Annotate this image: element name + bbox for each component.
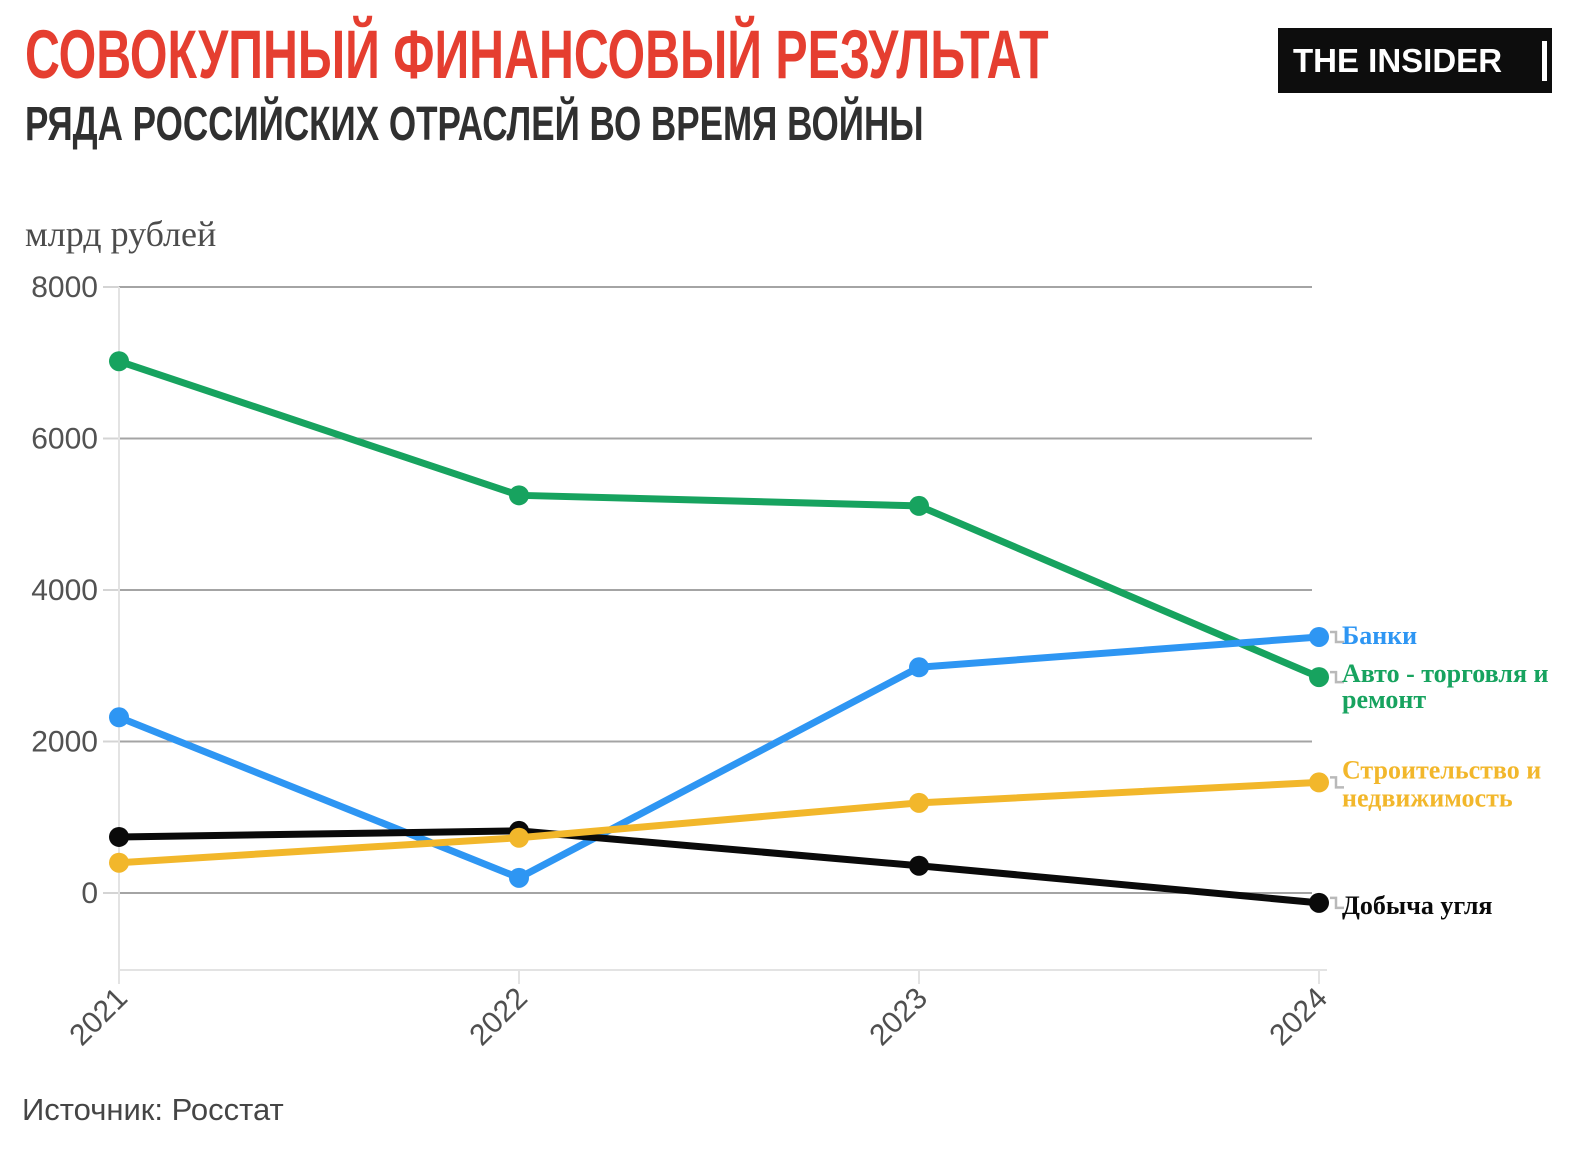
source-note: Источник: Росстат <box>22 1092 284 1127</box>
series-label: недвижимость <box>1342 783 1513 812</box>
label-leader-line <box>1330 630 1344 644</box>
series-label: Строительство и <box>1342 755 1541 784</box>
data-point <box>1309 667 1329 688</box>
data-point <box>509 827 529 848</box>
data-point <box>509 867 529 888</box>
y-tick-label: 8000 <box>31 271 98 304</box>
logo-cursor-bar <box>1542 41 1547 81</box>
y-axis-unit-label: млрд рублей <box>25 214 217 254</box>
data-point <box>909 495 929 516</box>
data-point <box>1309 892 1329 913</box>
data-point <box>109 852 129 873</box>
y-tick-label: 2000 <box>31 726 98 759</box>
x-tick-label: 2021 <box>63 982 134 1053</box>
the-insider-logo: THE INSIDER <box>1278 28 1552 93</box>
series-line-Добыча угля <box>115 827 1323 907</box>
y-tick-label: 0 <box>81 877 98 910</box>
data-point <box>109 707 129 728</box>
label-leader-line <box>1330 670 1344 684</box>
series-line-Строительство и недвижимость <box>115 778 1323 867</box>
page-subtitle: РЯДА РОССИЙСКИХ ОТРАСЛЕЙ ВО ВРЕМЯ ВОЙНЫ <box>25 98 924 151</box>
data-point <box>509 485 529 506</box>
data-point <box>909 855 929 876</box>
x-tick-label: 2024 <box>1263 982 1334 1053</box>
series-label: Добыча угля <box>1342 891 1493 920</box>
series-label: Авто - торговля и <box>1342 659 1549 688</box>
data-point <box>909 657 929 678</box>
series-line-Банки <box>115 633 1323 882</box>
logo-text: THE INSIDER <box>1293 41 1503 79</box>
data-point <box>1309 772 1329 793</box>
series-line-Авто - торговля и ремонт <box>115 357 1323 681</box>
x-tick-label: 2023 <box>863 982 934 1053</box>
page-title: СОВОКУПНЫЙ ФИНАНСОВЫЙ РЕЗУЛЬТАТ <box>25 16 1049 93</box>
data-point <box>1309 626 1329 647</box>
series-label: Банки <box>1342 621 1417 650</box>
series-label: ремонт <box>1342 685 1426 714</box>
data-point <box>109 351 129 372</box>
data-point <box>909 792 929 813</box>
x-tick-label: 2022 <box>463 982 534 1053</box>
data-point <box>109 826 129 847</box>
label-leader-line <box>1330 776 1344 789</box>
y-tick-label: 4000 <box>31 574 98 607</box>
y-tick-label: 6000 <box>31 423 98 456</box>
label-leader-line <box>1330 896 1344 910</box>
